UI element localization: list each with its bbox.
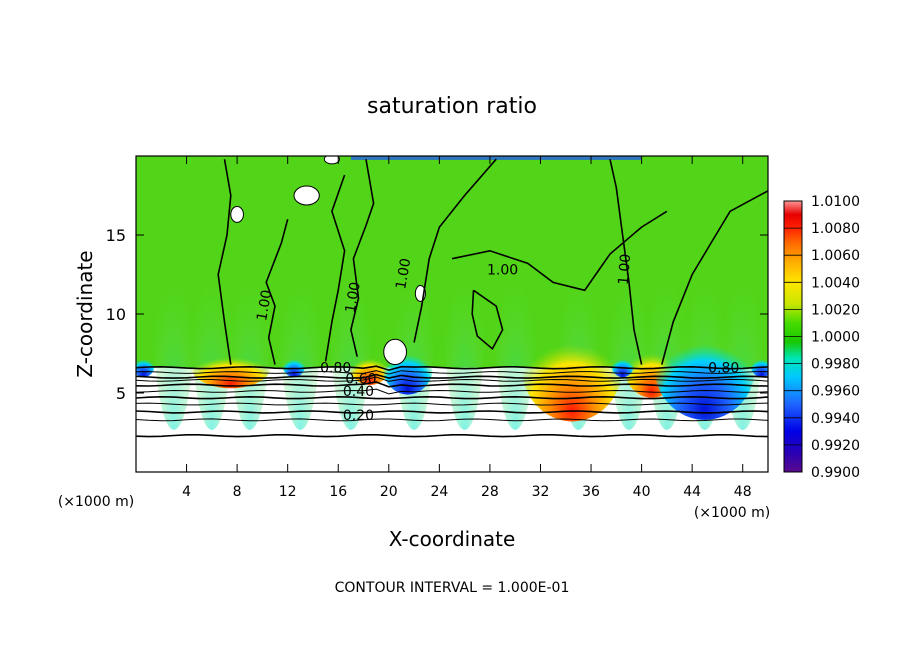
colorbar-tick-label: 0.9940	[811, 411, 860, 427]
contour-label: 0.20	[343, 408, 374, 424]
x-axis: 4 8 12 16 20 24 28 32 36 40 44 48	[182, 156, 752, 500]
colorbar-tick-label: 1.0000	[811, 330, 860, 346]
void-pocket	[293, 185, 320, 206]
top-boundary-patch	[350, 156, 642, 160]
x-tick-label: 24	[430, 484, 448, 500]
contour-line-1-00	[217, 159, 232, 365]
contour-line-1-00	[471, 289, 504, 351]
contour-label: 0.60	[345, 372, 376, 388]
x-tick-label: 4	[182, 484, 191, 500]
contour-line-lower	[136, 365, 768, 371]
colorbar-tick-label: 1.0020	[811, 302, 860, 318]
y-axis-title: Z-coordinate	[73, 250, 97, 377]
x-tick-label: 44	[683, 484, 701, 500]
colorbar-tick-label: 0.9960	[811, 384, 860, 400]
contour-line-lower	[136, 395, 768, 400]
contour-line-lower	[136, 388, 768, 395]
x-tick-label: 28	[481, 484, 499, 500]
colorbar-tick-label: 1.0080	[811, 221, 860, 237]
colorbar-tick-label: 0.9900	[811, 465, 860, 481]
contour-label: 0.80	[320, 360, 351, 376]
contour-label: 1.00	[343, 281, 364, 314]
y-tick-label: 5	[116, 384, 126, 403]
supersaturated-max	[190, 344, 272, 389]
colorbar-tick-label: 1.0100	[811, 194, 860, 210]
contour-line-1-00	[451, 210, 668, 292]
chart-title: saturation ratio	[367, 94, 537, 119]
contour-label: 1.00	[487, 263, 518, 279]
colorbar-tick-label: 0.9980	[811, 357, 860, 373]
void-pocket	[383, 338, 407, 366]
contour-label: 1.00	[254, 289, 275, 322]
y-tick-label: 15	[106, 226, 126, 245]
void-pocket	[230, 206, 244, 223]
subsaturated-patch	[282, 351, 306, 378]
colorbar-tick-label: 1.0060	[811, 248, 860, 264]
contour-line-lower	[136, 381, 768, 388]
contour-line-lower	[136, 373, 768, 379]
field-plume	[153, 213, 195, 430]
x-tick-label: 8	[233, 484, 242, 500]
contour-line-lower	[136, 376, 768, 382]
contour-line-lower	[136, 410, 768, 414]
contour-line-1-00	[350, 159, 375, 357]
void-pocket	[323, 156, 341, 165]
plot-area: 1.001.00 1.001.001.000.80 0.800.600.400.20	[136, 156, 768, 472]
y-axis: 5 10 15	[106, 226, 768, 403]
contour-line-1-00	[324, 174, 346, 362]
colorbar-tick-label: 1.0040	[811, 275, 860, 291]
x-tick-label: 40	[633, 484, 651, 500]
contour-label: 1.00	[616, 253, 635, 285]
y-tick-label: 10	[106, 305, 126, 324]
contour-line-lower	[136, 402, 768, 406]
x-tick-label: 48	[734, 484, 752, 500]
contour-label: 0.80	[708, 360, 739, 376]
subsaturated-patch	[611, 351, 635, 378]
contour-line-1-00	[609, 159, 643, 365]
subsaturated-min	[654, 312, 756, 420]
contour-label: 0.40	[343, 384, 374, 400]
x-tick-label: 16	[329, 484, 347, 500]
x-unit-left: (×1000 m)	[58, 494, 134, 510]
subsaturated-patch	[750, 351, 768, 378]
colorbar-tick-label: 0.9920	[811, 438, 860, 454]
x-unit-right: (×1000 m)	[694, 505, 770, 521]
contour-interval-note: CONTOUR INTERVAL = 1.000E-01	[335, 580, 570, 596]
contour-line-lower	[136, 434, 768, 438]
subsaturated-patch	[136, 351, 155, 378]
x-tick-label: 20	[380, 484, 398, 500]
x-tick-label: 12	[279, 484, 297, 500]
x-tick-label: 36	[582, 484, 600, 500]
contour-line-lower	[136, 370, 768, 375]
contour-label: 1.00	[393, 257, 414, 290]
contour-line-lower	[136, 418, 768, 422]
colorbar-ticks: 1.0100 1.0080 1.0060 1.0040 1.0020 1.0000 0.99…	[784, 194, 860, 481]
contour-line-1-00	[661, 190, 768, 365]
x-axis-title: X-coordinate	[389, 527, 516, 551]
contour-line-1-00	[413, 158, 497, 343]
x-tick-label: 32	[532, 484, 550, 500]
supersaturated-max	[521, 310, 623, 422]
contour-line-1-00	[265, 218, 289, 365]
